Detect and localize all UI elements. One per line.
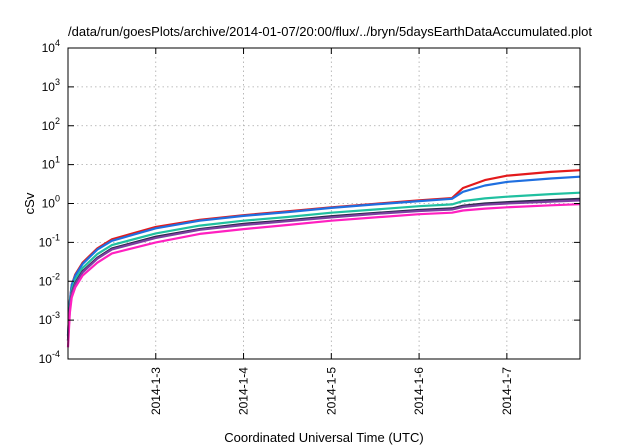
series-line-3 [66, 191, 581, 341]
y-tick-label: 100 [42, 194, 60, 211]
series-lines [66, 169, 581, 348]
y-tick-label: 102 [42, 116, 60, 133]
y-tick-label: 10-3 [39, 310, 60, 327]
series-line-5 [66, 199, 581, 341]
x-tick-label: 2014-1-4 [237, 367, 251, 415]
x-tick-label: 2014-1-5 [324, 367, 338, 415]
y-tick-label: 104 [42, 38, 60, 55]
x-tick-label: 2014-1-6 [412, 367, 426, 415]
y-tick-label: 10-4 [39, 349, 60, 366]
chart-title: /data/run/goesPlots/archive/2014-01-07/2… [68, 24, 592, 39]
series-line-1 [66, 169, 581, 336]
series-line-6 [66, 203, 581, 348]
y-tick-label: 101 [42, 155, 60, 172]
series-line-4 [66, 197, 581, 341]
y-tick-labels: 10-4 10-3 10-2 10-1 100 101 102 103 104 [39, 38, 60, 366]
y-tick-label: 10-1 [39, 232, 60, 249]
y-tick-label: 103 [42, 77, 60, 94]
y-axis-label: cSv [22, 192, 37, 214]
series-line-2 [66, 175, 581, 336]
x-tick-label: 2014-1-7 [500, 367, 514, 415]
axis-ticks [68, 47, 580, 360]
y-tick-label: 10-2 [39, 271, 60, 288]
x-tick-labels: 2014-1-3 2014-1-4 2014-1-5 2014-1-6 2014-1-7 [149, 367, 514, 415]
x-axis-label: Coordinated Universal Time (UTC) [224, 430, 423, 445]
x-tick-label: 2014-1-3 [149, 367, 163, 415]
